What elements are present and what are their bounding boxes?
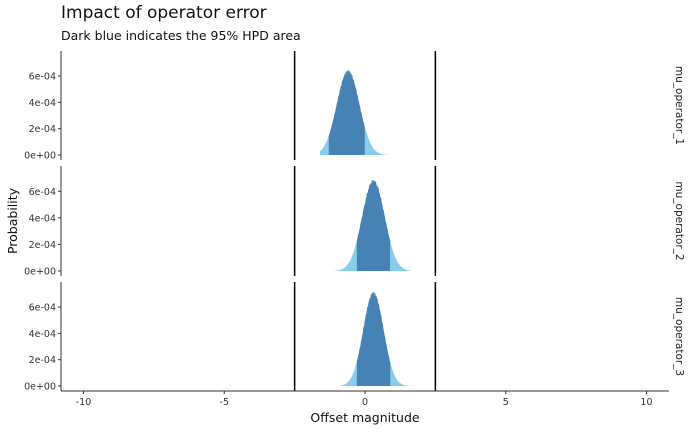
x-tick-label-4: 10 xyxy=(640,397,652,408)
density-hpd-mu_operator_1 xyxy=(328,69,365,155)
y-tick-label-2-panel-3: 4e-04 xyxy=(29,329,56,340)
y-axis-title: Probability xyxy=(5,187,20,254)
x-tick-label-2: 0 xyxy=(362,397,368,408)
y-tick-label-0-panel-3: 0e+00 xyxy=(24,382,56,393)
y-tick-label-1-panel-3: 2e-04 xyxy=(29,355,56,366)
facet-label-mu_operator_2: mu_operator_2 xyxy=(673,181,685,260)
chart-subtitle: Dark blue indicates the 95% HPD area xyxy=(61,28,301,43)
facet-label-mu_operator_1: mu_operator_1 xyxy=(673,66,685,145)
y-tick-label-3-panel-2: 6e-04 xyxy=(29,187,56,198)
y-tick-label-1-panel-2: 2e-04 xyxy=(29,240,56,251)
chart-title: Impact of operator error xyxy=(61,3,267,23)
x-tick-label-3: 5 xyxy=(503,397,509,408)
x-axis-title: Offset magnitude xyxy=(310,410,419,425)
density-hpd-mu_operator_2 xyxy=(356,179,391,271)
y-tick-label-2-panel-2: 4e-04 xyxy=(29,213,56,224)
y-tick-label-3-panel-1: 6e-04 xyxy=(29,72,56,83)
x-tick-label-0: -10 xyxy=(76,397,92,408)
y-tick-label-2-panel-1: 4e-04 xyxy=(29,98,56,109)
y-tick-label-0-panel-1: 0e+00 xyxy=(24,151,56,162)
density-hpd-mu_operator_3 xyxy=(356,291,391,386)
y-tick-label-0-panel-2: 0e+00 xyxy=(24,267,56,278)
y-tick-label-1-panel-1: 2e-04 xyxy=(29,124,56,135)
y-tick-label-3-panel-3: 6e-04 xyxy=(29,303,56,314)
facet-label-mu_operator_3: mu_operator_3 xyxy=(673,297,685,376)
x-tick-label-1: -5 xyxy=(220,397,229,408)
